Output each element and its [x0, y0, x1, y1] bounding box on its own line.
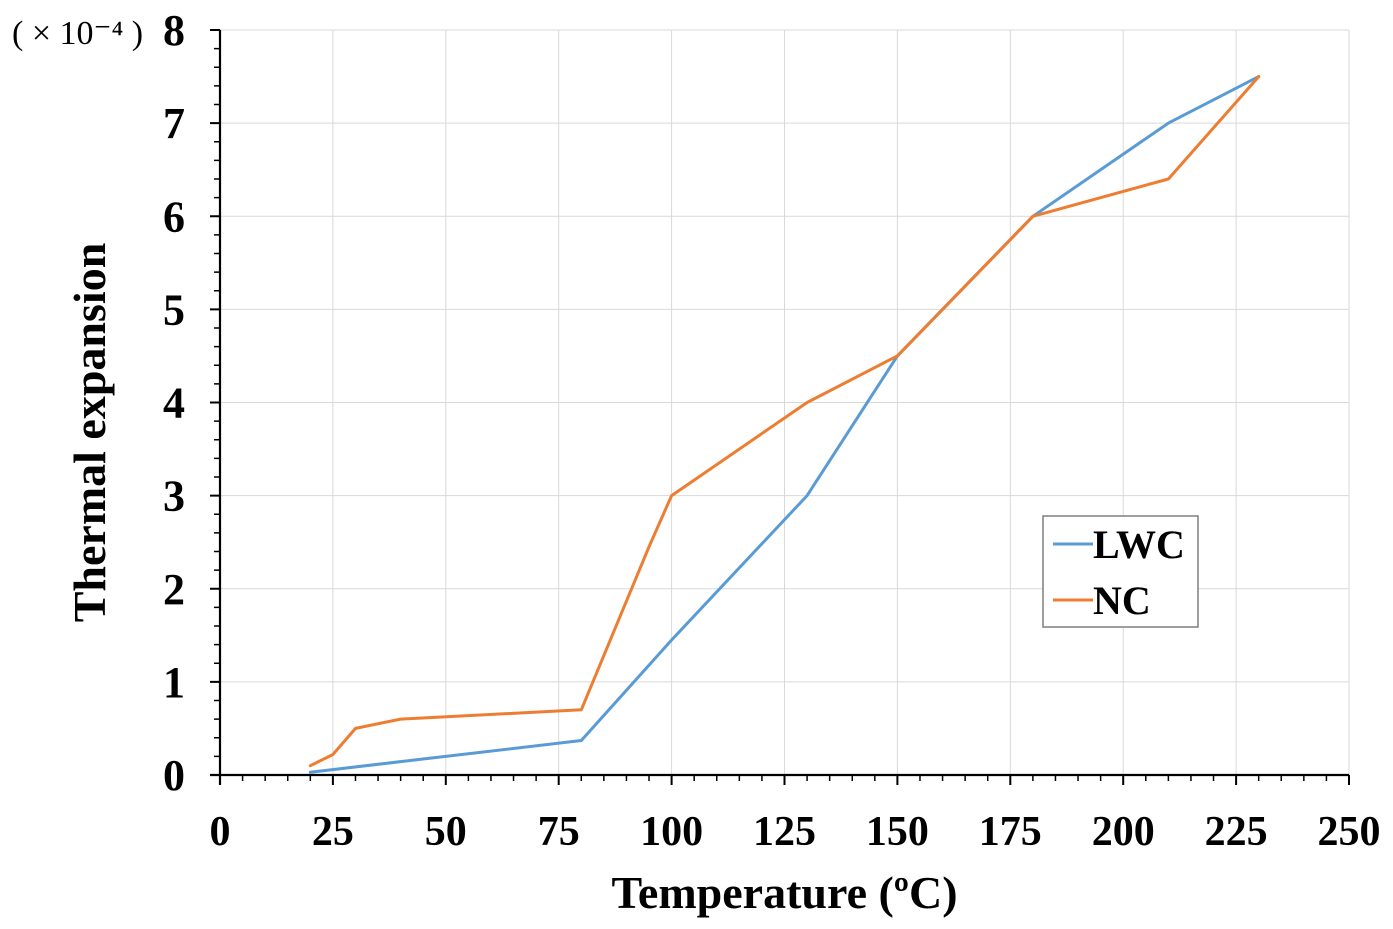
x-tick-label: 25 [312, 809, 354, 855]
y-tick-label: 6 [163, 192, 185, 241]
legend-label-lwc: LWC [1093, 522, 1185, 567]
y-tick-label: 5 [163, 285, 185, 334]
data-series [308, 75, 1261, 774]
y-axis-title: Thermal expansion [64, 243, 115, 623]
y-tick-label: 3 [163, 472, 185, 521]
x-tick-label: 175 [979, 809, 1042, 855]
x-tick-label: 75 [538, 809, 580, 855]
y-tick-label: 4 [163, 379, 185, 428]
x-tick-label: 225 [1205, 809, 1268, 855]
legend-label-nc: NC [1093, 578, 1151, 623]
x-tick-label: 100 [640, 809, 703, 855]
x-tick-label: 125 [753, 809, 816, 855]
x-tick-label: 250 [1318, 809, 1381, 855]
axes [210, 30, 1349, 785]
y-tick-label: 8 [163, 6, 185, 55]
legend-box [1042, 515, 1199, 628]
legend: LWC NC [1042, 515, 1199, 628]
y-tick-label: 0 [163, 751, 185, 800]
y-ticks: 0 1 2 3 4 5 6 7 8 [163, 6, 220, 800]
x-tick-label: 0 [210, 809, 231, 855]
x-axis-title: Temperature (ºC) [611, 867, 957, 918]
series-line-nc [308, 75, 1261, 768]
y-tick-label: 1 [163, 658, 185, 707]
y-tick-label: 2 [163, 565, 185, 614]
series-line-lwc [308, 75, 1261, 774]
x-ticks: 0 25 50 75 100 125 150 175 200 225 250 [210, 775, 1381, 855]
y-axis-multiplier: ( × 10⁻⁴ ) [12, 15, 143, 52]
y-tick-label: 7 [163, 99, 185, 148]
grid-lines [220, 29, 1350, 775]
x-tick-label: 150 [866, 809, 929, 855]
x-tick-label: 50 [425, 809, 467, 855]
x-tick-label: 200 [1092, 809, 1155, 855]
